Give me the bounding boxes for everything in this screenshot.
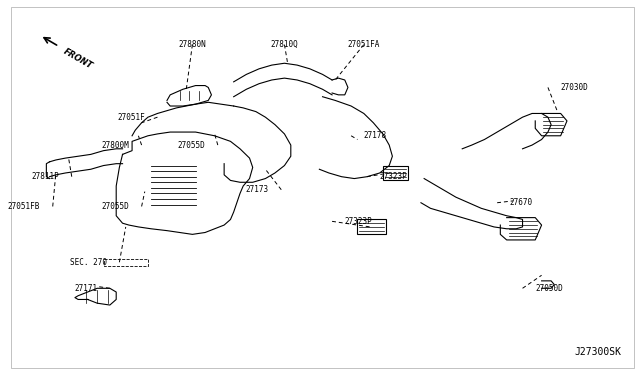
- Text: 27051FB: 27051FB: [8, 202, 40, 211]
- Text: SEC. 270: SEC. 270: [70, 258, 107, 267]
- Text: 27051F: 27051F: [117, 113, 145, 122]
- Text: 27323P: 27323P: [345, 217, 372, 226]
- Text: 27800M: 27800M: [101, 141, 129, 150]
- Text: 27055D: 27055D: [101, 202, 129, 211]
- Text: 27810Q: 27810Q: [271, 40, 298, 49]
- Text: 27050D: 27050D: [535, 284, 563, 293]
- Text: 27055D: 27055D: [177, 141, 205, 150]
- Text: 27178: 27178: [364, 131, 387, 140]
- Text: 27173: 27173: [246, 185, 269, 194]
- Text: 27670: 27670: [510, 198, 533, 207]
- Text: 27051FA: 27051FA: [348, 40, 380, 49]
- Text: J27300SK: J27300SK: [574, 347, 621, 357]
- Text: 27323P: 27323P: [380, 172, 408, 181]
- Text: 27171: 27171: [74, 284, 97, 293]
- Text: 27030D: 27030D: [561, 83, 588, 92]
- Text: 27880N: 27880N: [179, 40, 206, 49]
- Text: 27811P: 27811P: [31, 172, 59, 181]
- Text: FRONT: FRONT: [62, 46, 95, 70]
